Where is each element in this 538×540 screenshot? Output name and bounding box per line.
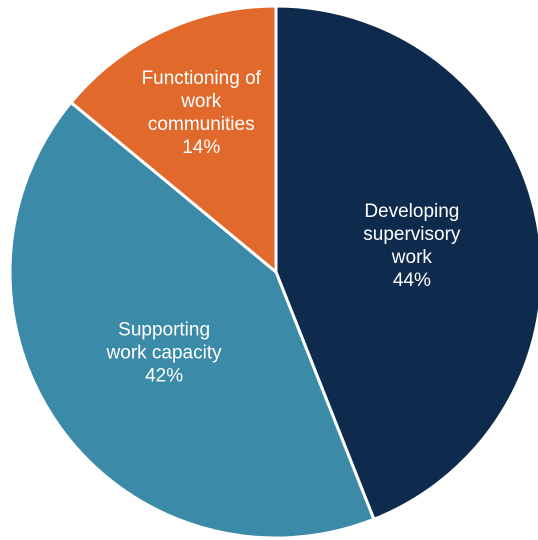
- category-label: Developing supervisory work: [363, 201, 461, 269]
- pie-slice: [8, 100, 376, 540]
- slice-label: Supporting work capacity 42%: [89, 319, 239, 388]
- value-label: 44%: [392, 270, 431, 292]
- category-label: Supporting work capacity: [106, 319, 222, 364]
- pie-slice: [274, 4, 538, 521]
- value-label: 42%: [145, 365, 184, 387]
- slice-label: Functioning of work communities 14%: [126, 67, 276, 159]
- value-label: 14%: [182, 137, 221, 159]
- pie-slice: [69, 4, 278, 274]
- category-label: Functioning of work communities: [141, 68, 261, 136]
- slice-label: Developing supervisory work 44%: [337, 200, 487, 292]
